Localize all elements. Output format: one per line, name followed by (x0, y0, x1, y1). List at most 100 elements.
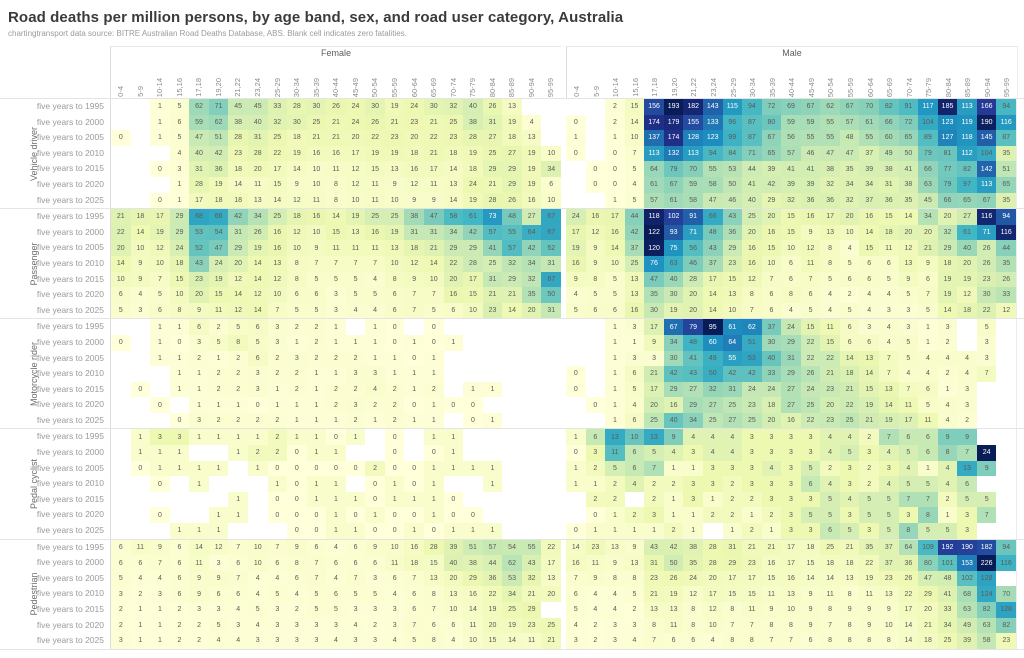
heatmap-cell[interactable]: 6 (169, 586, 190, 602)
heatmap-cell[interactable]: 43 (644, 539, 664, 556)
heatmap-cell[interactable] (365, 429, 385, 446)
heatmap-cell[interactable] (189, 491, 209, 508)
heatmap-cell[interactable]: 1 (605, 397, 625, 413)
heatmap-cell[interactable]: 2 (326, 350, 346, 367)
heatmap-cell[interactable] (247, 491, 268, 508)
heatmap-cell[interactable]: 5 (859, 507, 880, 524)
heatmap-cell[interactable]: 13 (859, 350, 880, 367)
heatmap-cell[interactable]: 64 (644, 161, 664, 177)
heatmap-cell[interactable]: 124 (976, 586, 997, 602)
heatmap-cell[interactable]: 20 (742, 224, 762, 241)
heatmap-cell[interactable]: 1 (663, 491, 684, 508)
heatmap-cell[interactable]: 23 (521, 617, 542, 634)
heatmap-cell[interactable]: 7 (761, 633, 782, 649)
heatmap-cell[interactable] (585, 192, 606, 209)
heatmap-cell[interactable]: 7 (722, 617, 743, 634)
heatmap-cell[interactable]: 39 (957, 633, 977, 649)
heatmap-cell[interactable]: 52 (541, 240, 561, 256)
heatmap-cell[interactable]: 19 (482, 602, 503, 618)
heatmap-cell[interactable]: 6 (839, 319, 860, 335)
heatmap-cell[interactable]: 1 (345, 491, 366, 508)
heatmap-cell[interactable]: 2 (585, 633, 606, 649)
heatmap-cell[interactable]: 14 (463, 602, 483, 618)
heatmap-cell[interactable]: 20 (918, 602, 938, 618)
heatmap-cell[interactable] (169, 397, 190, 413)
heatmap-cell[interactable]: 3 (898, 302, 919, 319)
heatmap-cell[interactable]: 13 (957, 460, 977, 477)
heatmap-cell[interactable]: 47 (839, 145, 860, 162)
heatmap-cell[interactable]: 23 (820, 381, 840, 398)
heatmap-cell[interactable]: 32 (521, 570, 542, 587)
heatmap-cell[interactable]: 0 (566, 114, 586, 131)
heatmap-cell[interactable]: 17 (150, 209, 170, 225)
heatmap-cell[interactable]: 15 (722, 271, 743, 288)
heatmap-cell[interactable]: 5 (566, 302, 586, 319)
heatmap-cell[interactable] (150, 412, 170, 429)
heatmap-cell[interactable]: 13 (502, 99, 522, 115)
heatmap-cell[interactable]: 16 (742, 240, 762, 256)
heatmap-cell[interactable]: 41 (781, 161, 801, 177)
heatmap-cell[interactable]: 23 (976, 271, 997, 288)
heatmap-cell[interactable]: 11 (130, 539, 151, 556)
heatmap-cell[interactable]: 20 (898, 224, 919, 241)
heatmap-cell[interactable]: 5 (208, 617, 229, 634)
heatmap-cell[interactable]: 7 (404, 287, 425, 303)
heatmap-cell[interactable] (521, 523, 542, 539)
heatmap-cell[interactable]: 2 (624, 602, 645, 618)
heatmap-cell[interactable]: 6 (384, 570, 405, 587)
heatmap-cell[interactable]: 0 (267, 491, 288, 508)
heatmap-cell[interactable]: 99 (722, 130, 743, 146)
heatmap-cell[interactable]: 29 (937, 240, 958, 256)
heatmap-cell[interactable] (169, 476, 190, 492)
heatmap-cell[interactable]: 11 (306, 192, 327, 209)
heatmap-cell[interactable]: 2 (345, 412, 366, 429)
heatmap-cell[interactable]: 4 (722, 429, 743, 446)
heatmap-cell[interactable]: 6 (624, 445, 645, 461)
heatmap-cell[interactable]: 67 (541, 209, 561, 225)
heatmap-cell[interactable] (463, 350, 483, 367)
heatmap-cell[interactable]: 1 (443, 445, 464, 461)
heatmap-cell[interactable]: 5 (605, 460, 625, 477)
heatmap-cell[interactable]: 16 (800, 209, 821, 225)
heatmap-cell[interactable]: 15 (761, 570, 782, 587)
heatmap-cell[interactable]: 9 (306, 240, 327, 256)
heatmap-cell[interactable] (976, 381, 997, 398)
heatmap-cell[interactable]: 17 (702, 586, 723, 602)
heatmap-cell[interactable]: 1 (306, 381, 327, 398)
heatmap-cell[interactable]: 1 (566, 429, 586, 446)
heatmap-cell[interactable]: 6 (443, 302, 464, 319)
heatmap-cell[interactable] (585, 366, 606, 382)
heatmap-cell[interactable]: 31 (404, 224, 425, 241)
heatmap-cell[interactable]: 3 (761, 476, 782, 492)
heatmap-cell[interactable]: 2 (287, 366, 307, 382)
heatmap-cell[interactable] (585, 145, 606, 162)
heatmap-cell[interactable]: 21 (644, 586, 664, 602)
heatmap-cell[interactable]: 29 (169, 209, 190, 225)
heatmap-cell[interactable]: 5 (169, 130, 190, 146)
heatmap-cell[interactable]: 23 (404, 114, 425, 131)
heatmap-cell[interactable]: 19 (937, 287, 958, 303)
heatmap-cell[interactable]: 23 (228, 145, 248, 162)
heatmap-cell[interactable]: 1 (345, 429, 366, 446)
heatmap-cell[interactable] (521, 366, 542, 382)
heatmap-cell[interactable]: 65 (996, 176, 1016, 193)
heatmap-cell[interactable]: 10 (463, 302, 483, 319)
heatmap-cell[interactable]: 38 (820, 161, 840, 177)
heatmap-cell[interactable]: 9 (130, 255, 151, 272)
heatmap-cell[interactable]: 43 (683, 366, 703, 382)
heatmap-cell[interactable]: 1 (482, 476, 503, 492)
heatmap-cell[interactable]: 28 (702, 555, 723, 571)
heatmap-cell[interactable]: 29 (683, 397, 703, 413)
heatmap-cell[interactable]: 0 (566, 145, 586, 162)
heatmap-cell[interactable]: 0 (287, 476, 307, 492)
heatmap-cell[interactable] (404, 445, 425, 461)
heatmap-cell[interactable]: 42 (624, 224, 645, 241)
heatmap-cell[interactable]: 3 (644, 507, 664, 524)
heatmap-cell[interactable]: 16 (605, 224, 625, 241)
heatmap-cell[interactable]: 4 (879, 334, 899, 351)
heatmap-cell[interactable]: 13 (898, 255, 919, 272)
heatmap-cell[interactable]: 2 (306, 350, 327, 367)
heatmap-cell[interactable] (502, 334, 522, 351)
heatmap-cell[interactable]: 13 (443, 176, 464, 193)
heatmap-cell[interactable] (247, 507, 268, 524)
